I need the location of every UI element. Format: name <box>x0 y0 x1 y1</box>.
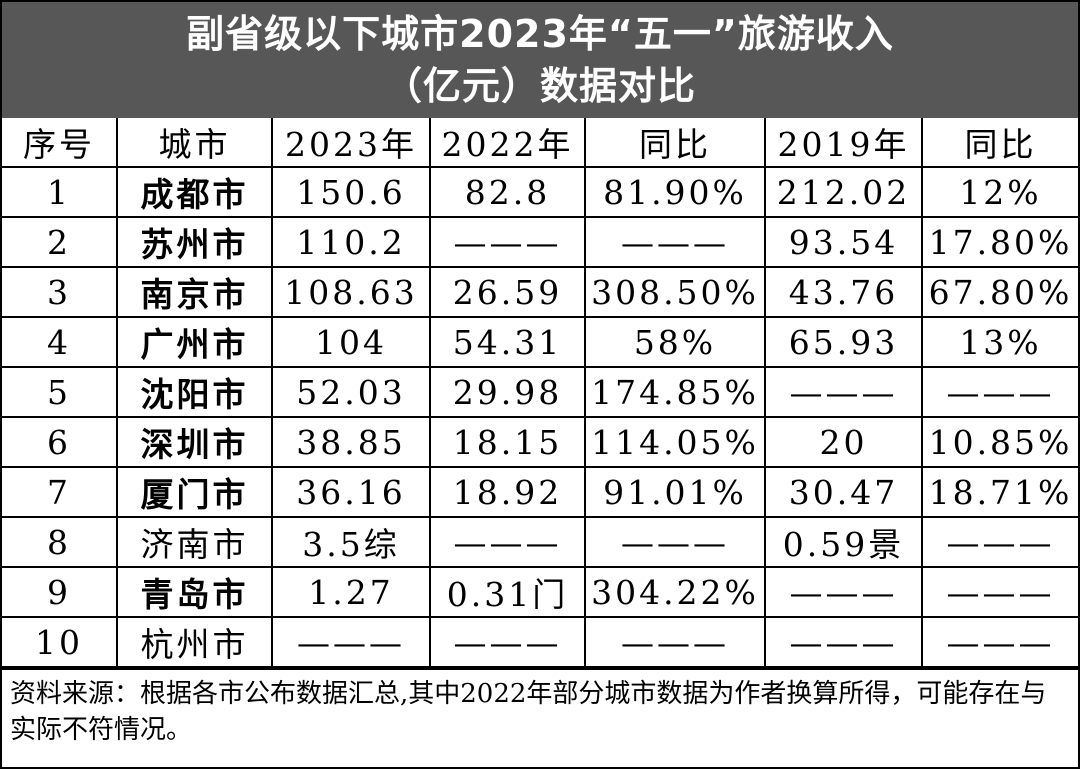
table-cell: 174.85% <box>584 366 766 418</box>
table-cell: 91.01% <box>584 466 766 518</box>
header-row: 序号 城市 2023年 2022年 同比 2019年 同比 <box>2 118 1078 168</box>
city-cell: 成都市 <box>116 166 273 218</box>
table-cell: ——— <box>271 616 431 668</box>
table-cell: 30.47 <box>764 466 923 518</box>
header-cell: 同比 <box>584 118 766 168</box>
table-cell: 8 <box>2 516 118 568</box>
table-cell: 13% <box>921 316 1078 368</box>
table-cell: 65.93 <box>764 316 923 368</box>
source-note: 资料来源：根据各市公布数据汇总,其中2022年部分城市数据为作者换算所得，可能存… <box>2 668 1078 754</box>
city-cell: 沈阳市 <box>116 366 273 418</box>
city-cell: 厦门市 <box>116 466 273 518</box>
table-cell: 104 <box>271 316 431 368</box>
table-cell: ——— <box>584 516 766 568</box>
table-row: 7 厦门市 36.16 18.92 91.01% 30.47 18.71% <box>2 466 1078 518</box>
table-cell: ——— <box>764 566 923 618</box>
table-cell: 1 <box>2 166 118 218</box>
table-cell: 6 <box>2 416 118 468</box>
data-table: 序号 城市 2023年 2022年 同比 2019年 同比 1 成都市 150.6 82.8 81.9… <box>2 118 1078 668</box>
table-cell: 38.85 <box>271 416 431 468</box>
header-cell: 同比 <box>921 118 1078 168</box>
table-cell: 12% <box>921 166 1078 218</box>
city-cell: 杭州市 <box>116 616 273 668</box>
table-cell: ——— <box>921 366 1078 418</box>
table-row: 8 济南市 3.5综 ——— ——— 0.59景 ——— <box>2 516 1078 568</box>
table-cell: 26.59 <box>429 266 586 318</box>
table-cell: 58% <box>584 316 766 368</box>
table-cell: ——— <box>921 616 1078 668</box>
table-cell: 81.90% <box>584 166 766 218</box>
table-cell: 150.6 <box>271 166 431 218</box>
city-cell: 深圳市 <box>116 416 273 468</box>
table-cell: 10.85% <box>921 416 1078 468</box>
table-cell: 0.59景 <box>764 516 923 568</box>
header-cell: 序号 <box>2 118 118 168</box>
header-cell: 2023年 <box>271 118 431 168</box>
title-line: （亿元）数据对比 <box>383 64 696 108</box>
city-cell: 广州市 <box>116 316 273 368</box>
table-cell: 10 <box>2 616 118 668</box>
table-cell: ——— <box>764 366 923 418</box>
table-cell: ——— <box>584 216 766 268</box>
table-cell: 7 <box>2 466 118 518</box>
table-cell: 5 <box>2 366 118 418</box>
table-cell: 110.2 <box>271 216 431 268</box>
header-cell: 城市 <box>116 118 273 168</box>
table-row: 10 杭州市 ——— ——— ——— ——— ——— <box>2 616 1078 668</box>
table-row: 2 苏州市 110.2 ——— ——— 93.54 17.80% <box>2 216 1078 268</box>
city-cell: 济南市 <box>116 516 273 568</box>
table-cell: 43.76 <box>764 266 923 318</box>
table-cell: 18.92 <box>429 466 586 518</box>
table-cell: 82.8 <box>429 166 586 218</box>
table-cell: 1.27 <box>271 566 431 618</box>
title-line: 副省级以下城市2023年“五一”旅游收入 <box>186 12 894 56</box>
table-cell: 3 <box>2 266 118 318</box>
table-cell: ——— <box>584 616 766 668</box>
table-cell: 114.05% <box>584 416 766 468</box>
table-cell: 67.80% <box>921 266 1078 318</box>
table-cell: 304.22% <box>584 566 766 618</box>
table-cell: 93.54 <box>764 216 923 268</box>
table-cell: 4 <box>2 316 118 368</box>
title-band: 副省级以下城市2023年“五一”旅游收入 （亿元）数据对比 <box>2 2 1078 118</box>
table-cell: 18.71% <box>921 466 1078 518</box>
table-row: 9 青岛市 1.27 0.31门 304.22% ——— ——— <box>2 566 1078 618</box>
table-cell: 52.03 <box>271 366 431 418</box>
table-cell: ——— <box>429 216 586 268</box>
table-cell: ——— <box>921 566 1078 618</box>
table-cell: 20 <box>764 416 923 468</box>
table-cell: 17.80% <box>921 216 1078 268</box>
table-cell: ——— <box>764 616 923 668</box>
table-cell: 308.50% <box>584 266 766 318</box>
table-cell: 212.02 <box>764 166 923 218</box>
table-row: 5 沈阳市 52.03 29.98 174.85% ——— ——— <box>2 366 1078 418</box>
table-cell: 36.16 <box>271 466 431 518</box>
table-cell: 2 <box>2 216 118 268</box>
table-cell: 108.63 <box>271 266 431 318</box>
table-cell: ——— <box>429 616 586 668</box>
table-cell: ——— <box>429 516 586 568</box>
table-cell: 9 <box>2 566 118 618</box>
table-cell: 29.98 <box>429 366 586 418</box>
header-cell: 2019年 <box>764 118 923 168</box>
table-row: 3 南京市 108.63 26.59 308.50% 43.76 67.80% <box>2 266 1078 318</box>
table-cell: 18.15 <box>429 416 586 468</box>
city-cell: 南京市 <box>116 266 273 318</box>
header-cell: 2022年 <box>429 118 586 168</box>
table-row: 4 广州市 104 54.31 58% 65.93 13% <box>2 316 1078 368</box>
city-cell: 苏州市 <box>116 216 273 268</box>
table-cell: 54.31 <box>429 316 586 368</box>
table-cell: 3.5综 <box>271 516 431 568</box>
city-cell: 青岛市 <box>116 566 273 618</box>
table-row: 1 成都市 150.6 82.8 81.90% 212.02 12% <box>2 166 1078 218</box>
table-cell: 0.31门 <box>429 566 586 618</box>
table-cell: ——— <box>921 516 1078 568</box>
table-row: 6 深圳市 38.85 18.15 114.05% 20 10.85% <box>2 416 1078 468</box>
